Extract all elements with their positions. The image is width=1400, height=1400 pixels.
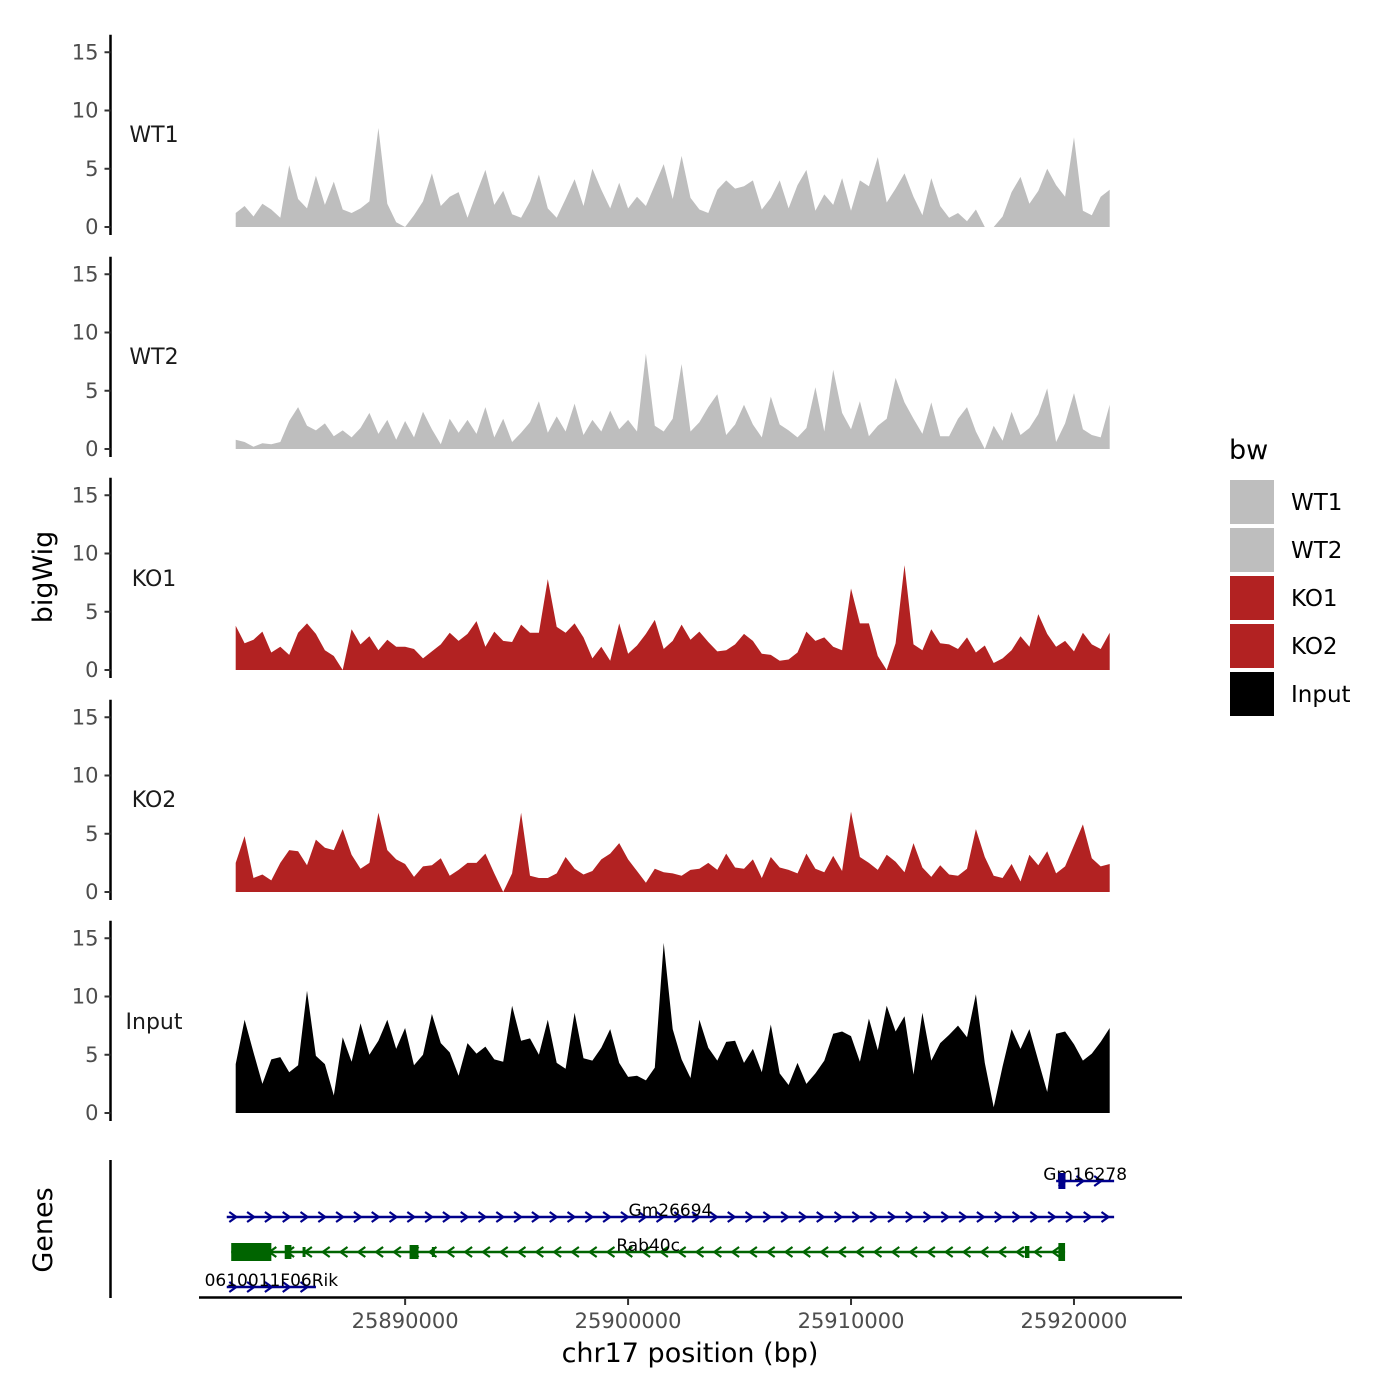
y-tick-label-input-5: 5 (85, 1043, 98, 1067)
y-tick-label-ko1-15: 15 (72, 483, 99, 507)
y-tick-label-input-0: 0 (85, 1101, 98, 1125)
gene-label-gm16278: Gm16278 (1043, 1165, 1127, 1185)
genes-panel: Genes Gm16278 Gm26694 Rab40c 0610011F06Rik (28, 1160, 1127, 1298)
track-label-ko1: KO1 (132, 567, 177, 592)
y-tick-label-wt1-15: 15 (72, 40, 99, 64)
x-axis-title: chr17 position (bp) (562, 1338, 819, 1369)
y-tick-label-input-15: 15 (72, 926, 99, 950)
y-tick-label-ko1-10: 10 (72, 542, 99, 566)
gene-exon-rab40c-4 (431, 1247, 435, 1257)
y-tick-label-ko2-5: 5 (85, 822, 98, 846)
gene-0610011f06rik: 0610011F06Rik (205, 1271, 339, 1293)
y-tick-label-wt1-0: 0 (85, 215, 98, 239)
x-tick-label-25920000: 25920000 (1021, 1309, 1128, 1333)
genes-layer: Gm16278 Gm26694 Rab40c 0610011F06Rik (205, 1165, 1127, 1293)
legend-label-wt2: WT2 (1291, 538, 1342, 564)
area-series-wt2 (235, 353, 1110, 449)
gene-strand-arrows-0610011f06rik (228, 1281, 310, 1293)
gene-exon-rab40c-5 (1024, 1246, 1030, 1258)
legend-title: bw (1229, 435, 1268, 466)
y-tick-label-wt2-15: 15 (72, 262, 99, 286)
track-label-wt1: WT1 (129, 123, 178, 148)
y-tick-label-wt2-10: 10 (72, 321, 99, 345)
gene-label-0610011f06rik: 0610011F06Rik (205, 1271, 339, 1291)
gene-gm16278: Gm16278 (1043, 1165, 1127, 1189)
gene-exon-rab40c-0 (231, 1243, 272, 1261)
legend-label-ko1: KO1 (1291, 586, 1338, 612)
gene-strand-arrows-gm26694 (228, 1211, 1111, 1223)
gene-exon-rab40c-1 (284, 1245, 292, 1259)
legend-label-input: Input (1291, 682, 1351, 708)
legend-swatch-ko2 (1230, 624, 1274, 668)
gene-exon-gm16278 (1058, 1173, 1066, 1189)
legend-label-ko2: KO2 (1291, 634, 1338, 660)
legend-swatch-ko1 (1230, 576, 1274, 620)
track-label-input: Input (126, 1010, 183, 1035)
y-axis-title: bigWig (28, 531, 59, 624)
y-tick-label-wt1-5: 5 (85, 157, 98, 181)
x-tick-label-25890000: 25890000 (352, 1309, 459, 1333)
legend-swatch-input (1230, 672, 1274, 716)
legend-swatch-wt1 (1230, 480, 1274, 524)
y-tick-label-wt2-0: 0 (85, 437, 98, 461)
y-tick-label-wt1-10: 10 (72, 99, 99, 123)
track-wt1: WT1 0 5 10 15 (72, 34, 1110, 239)
track-ko1: KO1 0 5 10 15 (72, 477, 1110, 682)
genes-axis-title: Genes (28, 1187, 59, 1272)
gene-gm26694: Gm26694 (226, 1201, 1115, 1223)
track-label-ko2: KO2 (132, 788, 177, 813)
y-tick-label-ko2-0: 0 (85, 880, 98, 904)
legend-label-wt1: WT1 (1291, 490, 1342, 516)
gene-exon-rab40c-2 (302, 1247, 306, 1257)
gene-exon-rab40c-6 (1058, 1243, 1066, 1261)
y-tick-label-wt2-5: 5 (85, 379, 98, 403)
gene-label-rab40c: Rab40c (616, 1236, 680, 1256)
area-series-input (235, 942, 1110, 1113)
y-tick-label-ko1-5: 5 (85, 600, 98, 624)
legend: bw WT1 WT2 KO1 KO2 Input (1229, 435, 1351, 716)
area-series-ko1 (235, 565, 1110, 670)
y-tick-label-input-10: 10 (72, 985, 99, 1009)
track-wt2: WT2 0 5 10 15 (72, 256, 1110, 461)
track-input: Input 0 5 10 15 (72, 920, 1110, 1125)
gene-exon-rab40c-3 (409, 1245, 419, 1259)
x-tick-label-25900000: 25900000 (575, 1309, 682, 1333)
area-series-wt1 (235, 128, 1110, 227)
track-ko2: KO2 0 5 10 15 (72, 699, 1110, 904)
y-tick-label-ko1-0: 0 (85, 658, 98, 682)
x-axis: 25890000 25900000 25910000 25920000 chr17 p… (199, 1296, 1182, 1369)
area-series-ko2 (235, 811, 1110, 892)
x-tick-label-25910000: 25910000 (798, 1309, 905, 1333)
track-label-wt2: WT2 (129, 345, 178, 370)
y-tick-label-ko2-10: 10 (72, 764, 99, 788)
legend-swatch-wt2 (1230, 528, 1274, 572)
gene-label-gm26694: Gm26694 (629, 1201, 713, 1221)
y-tick-label-ko2-15: 15 (72, 705, 99, 729)
gene-rab40c: Rab40c (231, 1236, 1066, 1261)
